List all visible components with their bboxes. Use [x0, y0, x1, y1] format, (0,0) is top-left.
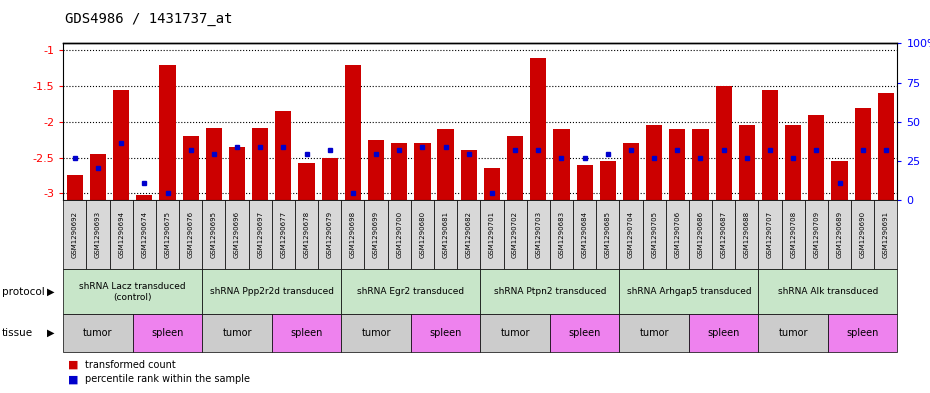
- Bar: [90, 154, 106, 200]
- Bar: [67, 175, 83, 200]
- Text: shRNA Ptpn2 transduced: shRNA Ptpn2 transduced: [494, 287, 606, 296]
- Text: GSM1290685: GSM1290685: [604, 211, 611, 258]
- Bar: [553, 129, 569, 200]
- Text: GSM1290691: GSM1290691: [883, 211, 889, 258]
- Bar: [623, 143, 639, 200]
- Text: tumor: tumor: [778, 328, 808, 338]
- Text: shRNA Arhgap5 transduced: shRNA Arhgap5 transduced: [627, 287, 751, 296]
- Bar: [855, 108, 870, 200]
- Text: tumor: tumor: [640, 328, 669, 338]
- Bar: [159, 65, 176, 200]
- Text: ▶: ▶: [47, 328, 55, 338]
- Text: GSM1290703: GSM1290703: [536, 211, 541, 258]
- Bar: [762, 90, 778, 200]
- Text: GSM1290679: GSM1290679: [326, 211, 333, 258]
- Text: shRNA Lacz transduced
(control): shRNA Lacz transduced (control): [79, 282, 186, 301]
- Text: GSM1290689: GSM1290689: [836, 211, 843, 258]
- Text: percentile rank within the sample: percentile rank within the sample: [85, 374, 249, 384]
- Bar: [530, 57, 547, 200]
- Text: spleen: spleen: [152, 328, 184, 338]
- Text: ■: ■: [68, 374, 78, 384]
- Text: GSM1290696: GSM1290696: [234, 211, 240, 258]
- Text: GSM1290674: GSM1290674: [141, 211, 147, 258]
- Text: GSM1290698: GSM1290698: [350, 211, 356, 258]
- Text: GSM1290678: GSM1290678: [303, 211, 310, 258]
- Text: GSM1290686: GSM1290686: [698, 211, 703, 258]
- Text: spleen: spleen: [846, 328, 879, 338]
- Text: tissue: tissue: [2, 328, 33, 338]
- Text: tumor: tumor: [84, 328, 113, 338]
- Text: tumor: tumor: [222, 328, 252, 338]
- Bar: [299, 163, 314, 200]
- Bar: [738, 125, 755, 200]
- Text: GSM1290707: GSM1290707: [767, 211, 773, 258]
- Bar: [484, 168, 500, 200]
- Text: GSM1290699: GSM1290699: [373, 211, 379, 258]
- Text: GSM1290697: GSM1290697: [258, 211, 263, 258]
- Text: spleen: spleen: [568, 328, 601, 338]
- Text: ▶: ▶: [47, 287, 55, 297]
- Bar: [113, 90, 129, 200]
- Text: tumor: tumor: [362, 328, 391, 338]
- Text: GSM1290680: GSM1290680: [419, 211, 425, 258]
- Bar: [785, 125, 802, 200]
- Text: GSM1290700: GSM1290700: [396, 211, 403, 258]
- Bar: [275, 111, 291, 200]
- Bar: [692, 129, 709, 200]
- Text: spleen: spleen: [708, 328, 740, 338]
- Text: GSM1290708: GSM1290708: [790, 211, 796, 258]
- Bar: [368, 140, 384, 200]
- Bar: [577, 165, 592, 200]
- Text: GSM1290683: GSM1290683: [558, 211, 565, 258]
- Bar: [670, 129, 685, 200]
- Text: shRNA Egr2 transduced: shRNA Egr2 transduced: [357, 287, 464, 296]
- Bar: [414, 143, 431, 200]
- Bar: [392, 143, 407, 200]
- Text: GSM1290701: GSM1290701: [489, 211, 495, 258]
- Text: GDS4986 / 1431737_at: GDS4986 / 1431737_at: [65, 12, 232, 26]
- Bar: [646, 125, 662, 200]
- Bar: [600, 161, 616, 200]
- Text: GSM1290706: GSM1290706: [674, 211, 681, 258]
- Bar: [715, 86, 732, 200]
- Text: GSM1290684: GSM1290684: [581, 211, 588, 258]
- Text: GSM1290687: GSM1290687: [721, 211, 726, 258]
- Bar: [831, 161, 847, 200]
- Text: GSM1290690: GSM1290690: [859, 211, 866, 258]
- Bar: [229, 147, 246, 200]
- Text: shRNA Ppp2r2d transduced: shRNA Ppp2r2d transduced: [210, 287, 334, 296]
- Text: transformed count: transformed count: [85, 360, 176, 370]
- Text: GSM1290704: GSM1290704: [628, 211, 634, 258]
- Text: GSM1290692: GSM1290692: [72, 211, 78, 258]
- Bar: [808, 115, 825, 200]
- Bar: [878, 93, 894, 200]
- Text: GSM1290677: GSM1290677: [280, 211, 286, 258]
- Bar: [322, 158, 338, 200]
- Text: spleen: spleen: [290, 328, 323, 338]
- Text: GSM1290702: GSM1290702: [512, 211, 518, 258]
- Text: GSM1290709: GSM1290709: [814, 211, 819, 258]
- Text: tumor: tumor: [500, 328, 530, 338]
- Bar: [345, 65, 361, 200]
- Text: GSM1290693: GSM1290693: [95, 211, 101, 258]
- Bar: [507, 136, 524, 200]
- Text: GSM1290682: GSM1290682: [466, 211, 472, 258]
- Text: ■: ■: [68, 360, 78, 370]
- Text: GSM1290705: GSM1290705: [651, 211, 658, 258]
- Text: GSM1290694: GSM1290694: [118, 211, 125, 258]
- Text: protocol: protocol: [2, 287, 45, 297]
- Text: GSM1290688: GSM1290688: [744, 211, 750, 258]
- Text: GSM1290676: GSM1290676: [188, 211, 193, 258]
- Text: spleen: spleen: [430, 328, 462, 338]
- Text: GSM1290681: GSM1290681: [443, 211, 448, 258]
- Text: shRNA Alk transduced: shRNA Alk transduced: [777, 287, 878, 296]
- Text: GSM1290675: GSM1290675: [165, 211, 170, 258]
- Bar: [252, 128, 269, 200]
- Bar: [437, 129, 454, 200]
- Bar: [136, 195, 153, 200]
- Bar: [460, 151, 477, 200]
- Text: GSM1290695: GSM1290695: [211, 211, 217, 258]
- Bar: [206, 128, 222, 200]
- Bar: [182, 136, 199, 200]
